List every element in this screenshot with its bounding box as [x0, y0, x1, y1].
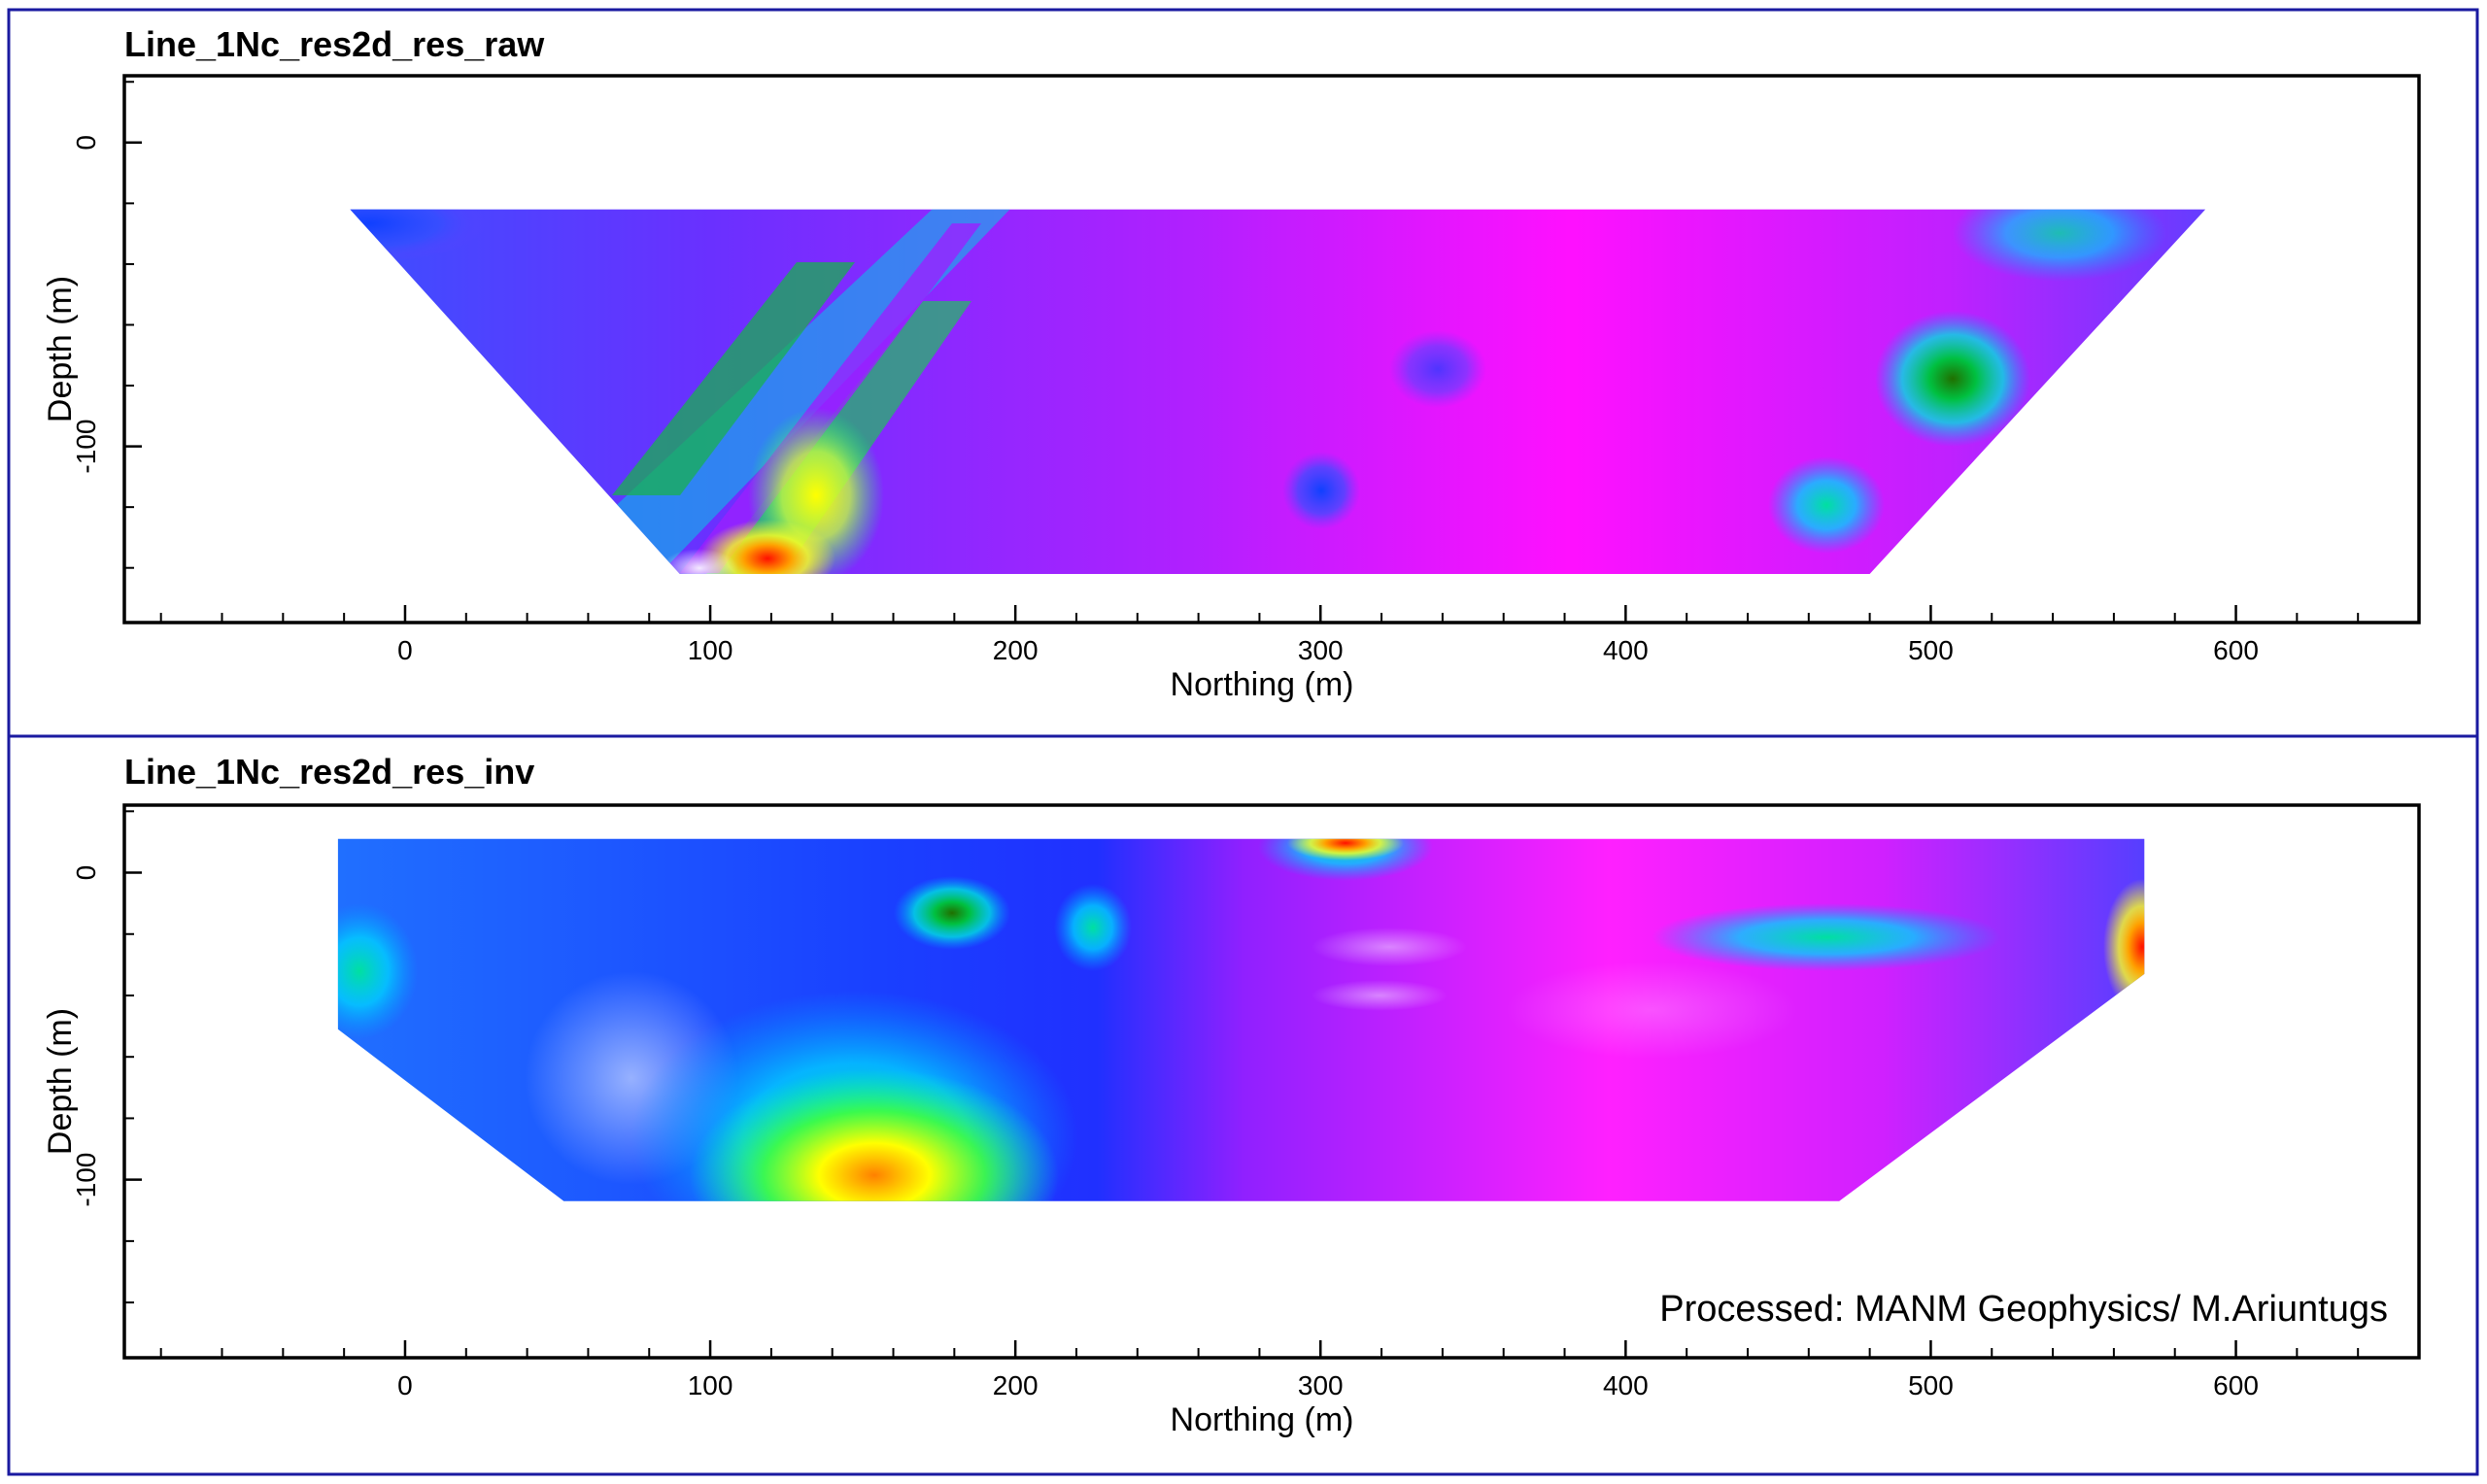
x-axis-label: Northing (m): [1171, 1401, 1354, 1438]
x-tick-label: 600: [2213, 635, 2259, 665]
y-tick-label: -100: [71, 1153, 101, 1207]
streak-pink-2: [1312, 980, 1448, 1011]
blob-blue-1: [1282, 452, 1360, 529]
x-axis-label: Northing (m): [1171, 666, 1354, 703]
blob-orange-bottom: [690, 1068, 1059, 1201]
blob-cyan-top: [1054, 884, 1132, 971]
x-tick-label: 600: [2213, 1370, 2259, 1400]
blob-red-surface: [1287, 838, 1404, 860]
blob-green-right: [1875, 311, 2030, 447]
x-tick-label: 200: [993, 1370, 1039, 1400]
x-tick-label: 400: [1603, 1370, 1649, 1400]
x-tick-label: 500: [1908, 1370, 1954, 1400]
blob-green-top: [894, 876, 1010, 950]
blob-cyan-right: [1953, 209, 2166, 282]
chart-title: Line_1Nc_res2d_res_inv: [124, 752, 534, 792]
panel-raw: Line_1Nc_res2d_res_raw 0 100 200 300 400 500 6…: [42, 24, 2421, 703]
axes: 0 100 200 300 400 500 600 0 -100 Northing (m) Dept…: [42, 803, 2421, 1438]
processed-credit: Processed: MANM Geophysics/ M.Ariuntugs: [1659, 1289, 2388, 1330]
blob-blue-3: [1389, 330, 1486, 408]
x-tick-label: 100: [688, 635, 733, 665]
blob-blue-2: [1768, 456, 1885, 554]
plot-frame: [122, 803, 2421, 1360]
blob-cyan-left: [337, 903, 418, 1039]
streak-pink-3: [1506, 961, 1797, 1059]
blob-red: [699, 520, 835, 574]
resistivity-section: [350, 209, 2206, 574]
outer-border: [7, 8, 2479, 1476]
blob-cyan-right: [1652, 903, 2001, 971]
y-tick-label: -100: [71, 420, 101, 474]
panel-inv: Line_1Nc_res2d_res_inv Processed: MANM G…: [42, 752, 2421, 1438]
y-tick-label: 0: [71, 865, 101, 881]
blob-blue-left: [350, 209, 486, 262]
streak-pink-1: [1312, 928, 1467, 966]
y-axis-label: Depth (m): [42, 1008, 79, 1155]
resistivity-section: [337, 838, 2145, 1201]
y-axis-label: Depth (m): [42, 276, 79, 422]
x-tick-label: 300: [1298, 1370, 1344, 1400]
x-tick-label: 400: [1603, 635, 1649, 665]
x-tick-label: 500: [1908, 635, 1954, 665]
x-tick-label: 0: [397, 1370, 413, 1400]
blob-white: [661, 549, 738, 574]
x-tick-label: 200: [993, 635, 1039, 665]
plot-frame: [122, 74, 2421, 624]
axes: 0 100 200 300 400 500 600 0 -100 Northing (m) Dept…: [42, 74, 2421, 703]
x-tick-label: 100: [688, 1370, 733, 1400]
band-green-1: [612, 262, 855, 495]
y-tick-label: 0: [71, 135, 101, 151]
x-tick-label: 0: [397, 635, 413, 665]
chart-title: Line_1Nc_res2d_res_raw: [124, 24, 545, 64]
blob-red-right: [2103, 879, 2145, 1015]
x-tick-label: 300: [1298, 635, 1344, 665]
